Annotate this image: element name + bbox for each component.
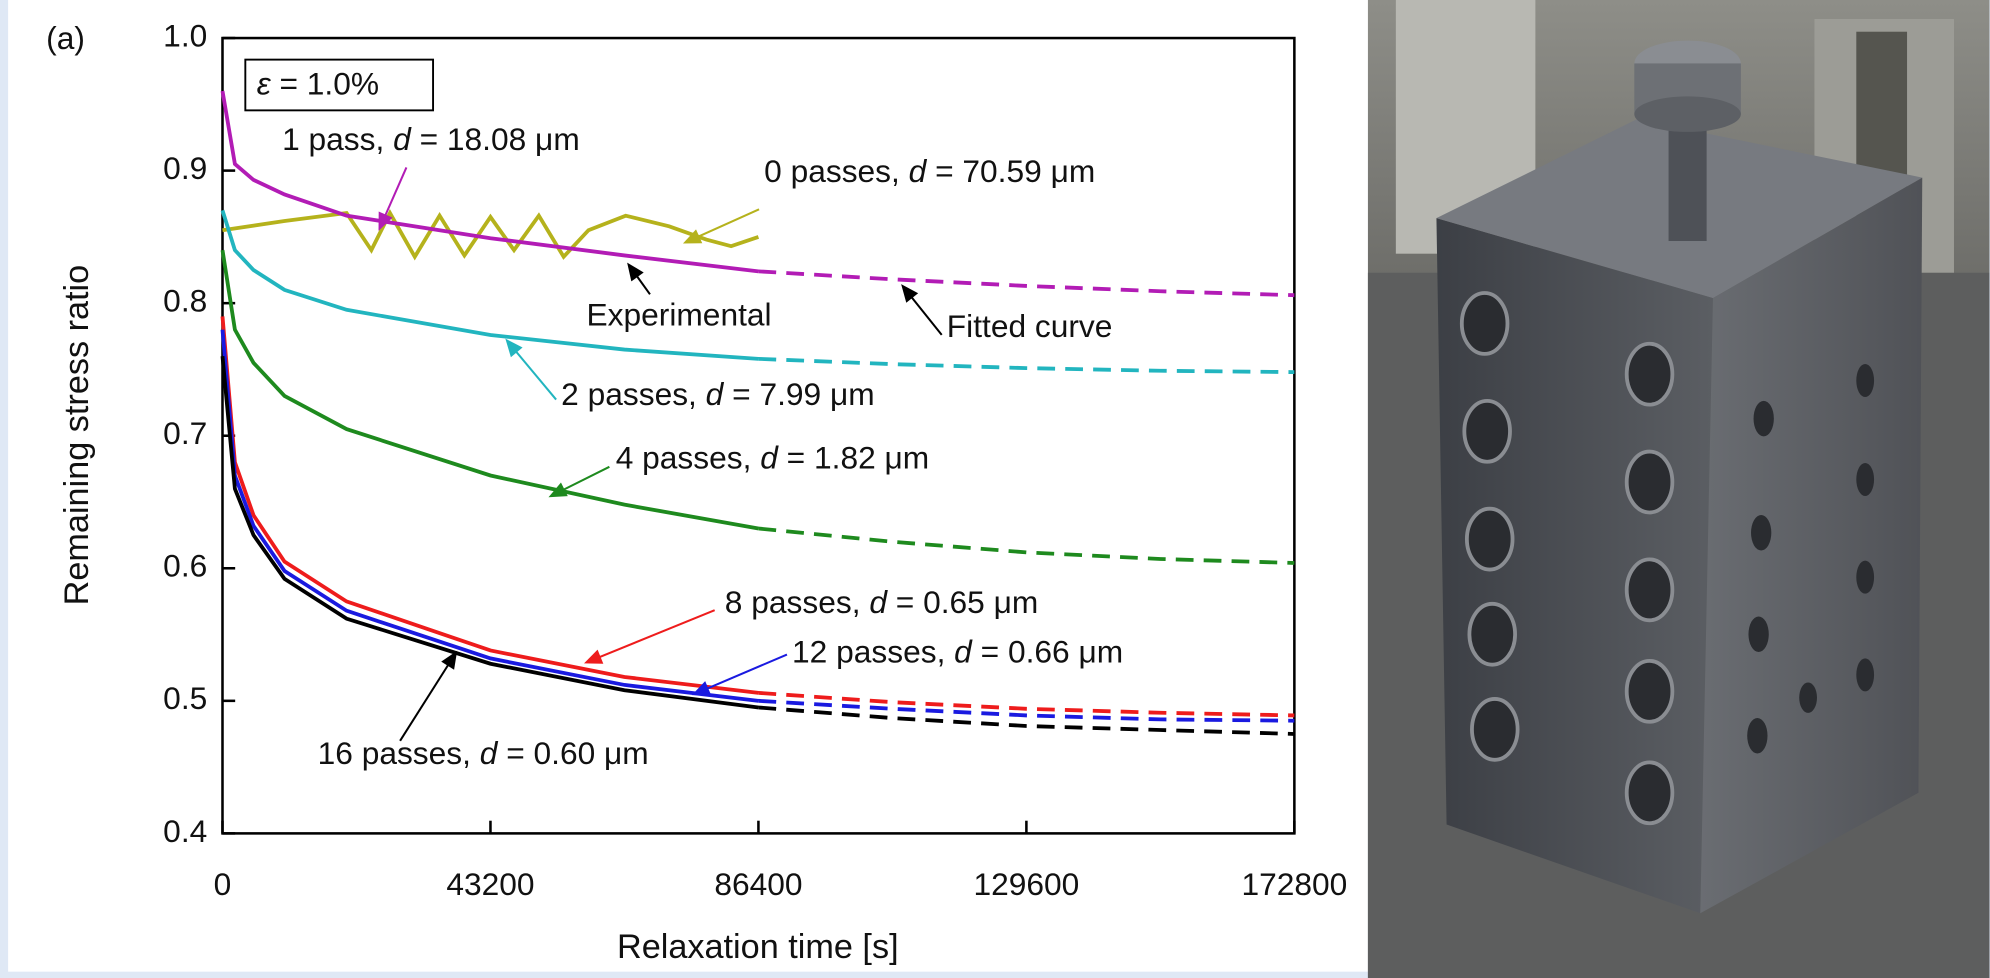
panel-label: (a) xyxy=(46,20,85,56)
condition-value: = 1.0% xyxy=(271,66,379,102)
series-label: 0 passes, d = 70.59 μm xyxy=(764,153,1095,189)
annotation-arrow xyxy=(682,208,760,244)
y-tick-label: 0.9 xyxy=(163,150,207,186)
series-label-part: 0 passes, xyxy=(764,153,909,189)
photo xyxy=(1367,0,1990,978)
fitted-line xyxy=(758,690,1295,718)
x-tick-label: 0 xyxy=(214,866,232,902)
chart-panel xyxy=(8,0,1368,972)
series-label-part: 8 passes, xyxy=(725,584,870,620)
series-label: 16 passes, d = 0.60 μm xyxy=(318,735,649,771)
x-tick-label: 172800 xyxy=(1241,866,1347,902)
arrow-head xyxy=(682,229,703,244)
series-label-part: d xyxy=(760,440,779,476)
condition-symbol: ε xyxy=(257,66,272,102)
x-tick-label: 86400 xyxy=(714,866,802,902)
arrow-head xyxy=(901,284,919,303)
y-tick-label: 1.0 xyxy=(163,17,207,53)
annotation-arrow xyxy=(548,465,610,498)
arrow-head xyxy=(505,338,523,358)
series-label-part: = 7.99 μm xyxy=(723,376,874,412)
arrow-shaft xyxy=(634,273,651,295)
arrow-shaft xyxy=(695,208,760,239)
series-label-part: 1 pass, xyxy=(282,121,393,157)
series-label-part: = 18.08 μm xyxy=(411,121,580,157)
series-label-part: 2 passes, xyxy=(561,376,706,412)
series-label-part: d xyxy=(393,121,412,157)
series-label-part: d xyxy=(954,634,973,670)
arrow-head xyxy=(548,482,568,498)
x-tick-label: 129600 xyxy=(973,866,1079,902)
arrow-shaft xyxy=(513,348,557,401)
fitted-line xyxy=(758,269,1295,298)
arrow-shaft xyxy=(383,167,408,219)
series-label: 12 passes, d = 0.66 μm xyxy=(792,634,1123,670)
series-label: 1 pass, d = 18.08 μm xyxy=(282,121,580,157)
experimental-line xyxy=(220,329,759,703)
arrow-shaft xyxy=(596,609,716,659)
series-label-part: = 0.66 μm xyxy=(972,634,1123,670)
annotation-arrow xyxy=(399,650,458,742)
fitted-line xyxy=(758,356,1295,374)
arrow-head xyxy=(691,681,712,696)
arrow-shaft xyxy=(560,465,610,492)
condition-label: ε = 1.0% xyxy=(257,66,379,102)
arrow-head xyxy=(378,211,393,231)
arrow-head xyxy=(627,262,644,282)
fitted-line xyxy=(758,705,1295,736)
annotation-arrow xyxy=(584,609,716,664)
y-axis-label: Remaining stress ratio xyxy=(58,265,96,606)
annotation-arrow xyxy=(505,338,557,401)
series-label-part: d xyxy=(869,584,888,620)
y-tick-label: 0.5 xyxy=(163,680,207,716)
series-label-part: d xyxy=(706,376,725,412)
y-tick-label: 0.7 xyxy=(163,415,207,451)
arrow-shaft xyxy=(399,662,451,742)
series-label: 4 passes, d = 1.82 μm xyxy=(616,440,929,476)
experimental-line xyxy=(220,249,759,531)
series-label-part: 16 passes, xyxy=(318,735,480,771)
y-tick-label: 0.6 xyxy=(163,548,207,584)
series-label-part: = 0.65 μm xyxy=(887,584,1038,620)
fitted-line xyxy=(758,526,1295,565)
experimental-line xyxy=(220,356,759,710)
annotation-arrow xyxy=(627,262,651,295)
x-axis-label: Relaxation time [s] xyxy=(617,928,899,966)
annotation: Fitted curve xyxy=(947,308,1113,344)
annotation-arrow xyxy=(691,653,788,696)
annotation: Experimental xyxy=(587,296,772,332)
y-tick-label: 0.4 xyxy=(163,813,207,849)
series-label-part: 4 passes, xyxy=(616,440,761,476)
experimental-line xyxy=(222,208,760,261)
series-label: 8 passes, d = 0.65 μm xyxy=(725,584,1038,620)
arrow-head xyxy=(584,649,604,664)
experimental-line xyxy=(220,90,759,274)
y-tick-label: 0.8 xyxy=(163,283,207,319)
series-label-part: = 70.59 μm xyxy=(926,153,1095,189)
arrow-head xyxy=(441,650,458,670)
series-label-part: = 1.82 μm xyxy=(778,440,929,476)
annotation-arrow xyxy=(378,167,408,231)
annotation-arrow xyxy=(901,284,943,336)
series-label-part: = 0.60 μm xyxy=(497,735,648,771)
x-tick-label: 43200 xyxy=(446,866,534,902)
experimental-line xyxy=(220,316,759,695)
arrow-shaft xyxy=(704,653,788,691)
series-label-part: d xyxy=(480,735,499,771)
condition-box xyxy=(244,58,435,112)
series-label: 2 passes, d = 7.99 μm xyxy=(561,376,874,412)
arrow-shaft xyxy=(909,294,943,336)
fitted-line xyxy=(758,698,1295,723)
experimental-line xyxy=(220,209,759,361)
series-label-part: d xyxy=(909,153,928,189)
series-label-part: 12 passes, xyxy=(792,634,954,670)
